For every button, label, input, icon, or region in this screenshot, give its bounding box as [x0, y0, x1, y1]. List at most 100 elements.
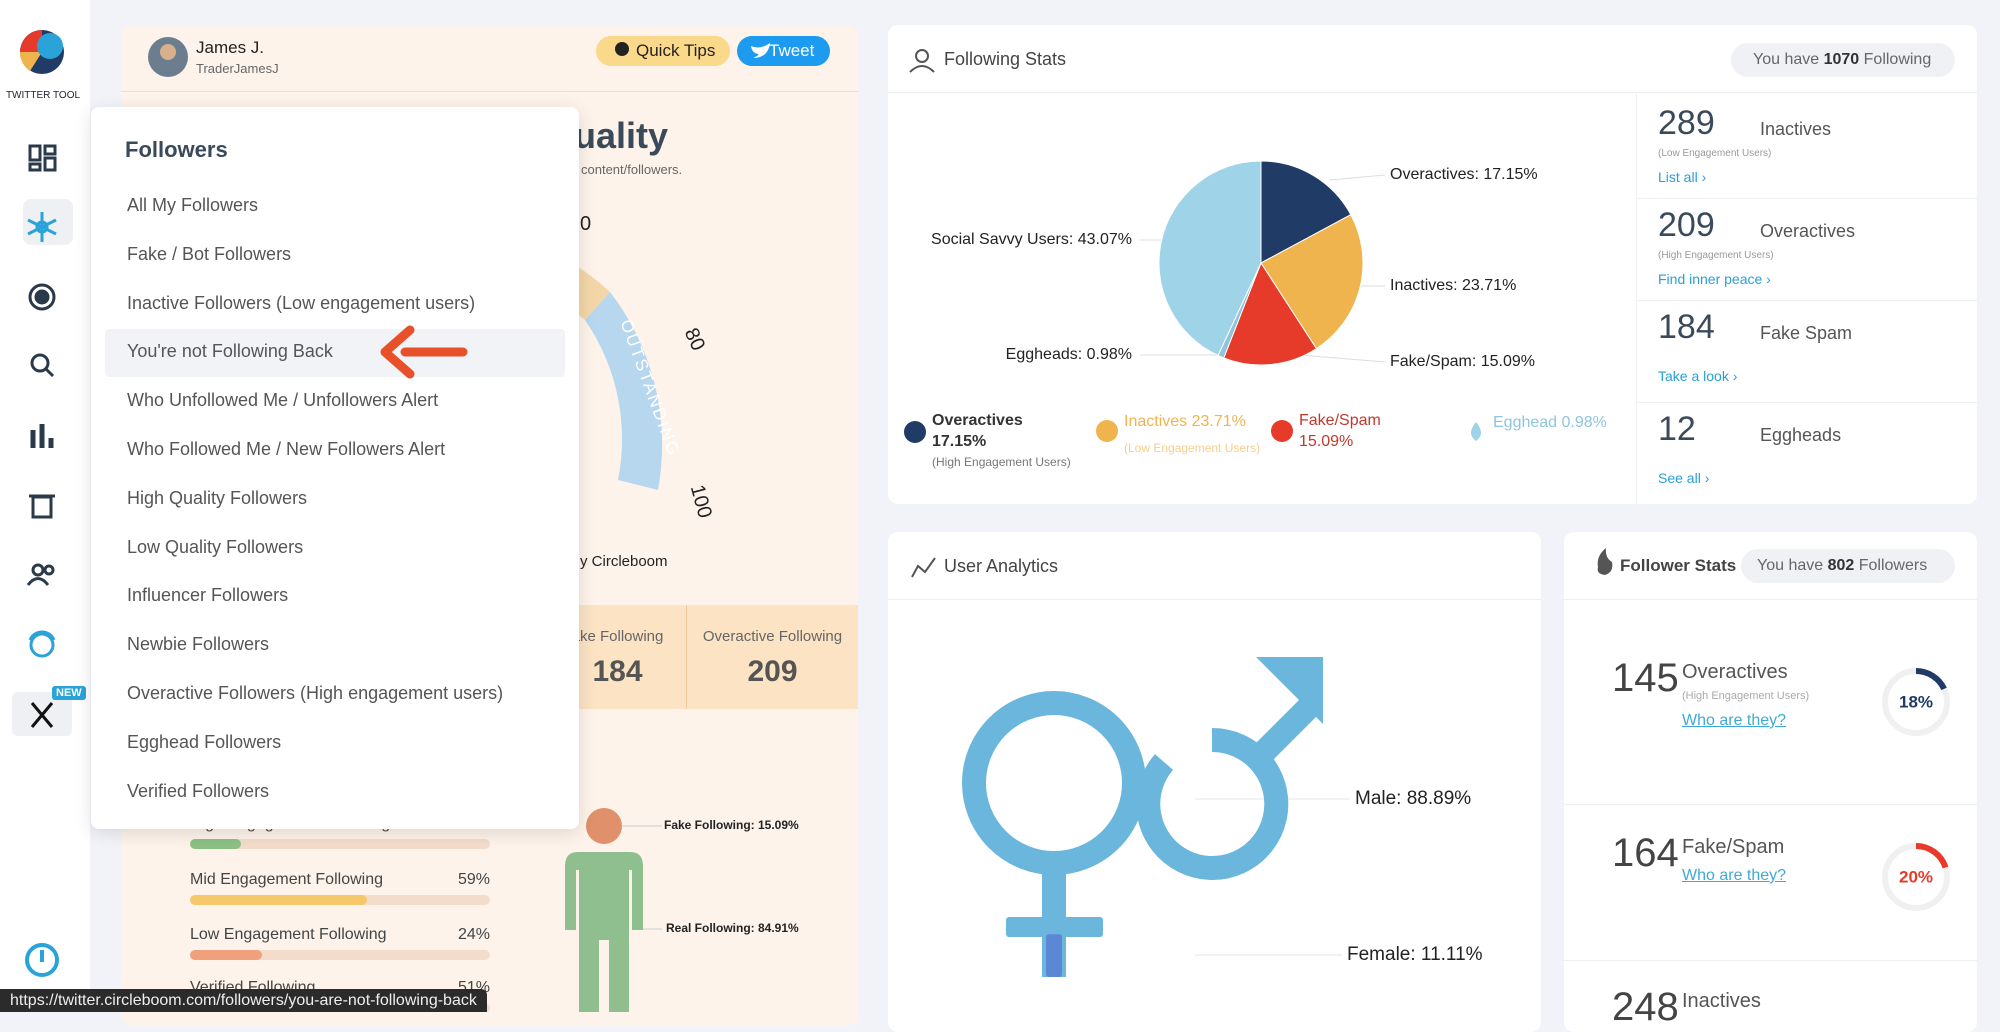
card-note: (High Engagement Users): [1658, 250, 1774, 261]
pie-slice: [1260, 214, 1364, 350]
bar-value: 24%: [458, 926, 490, 943]
legend-name: Egghead 0.98%: [1493, 414, 1607, 431]
nav-icon[interactable]: [28, 283, 56, 311]
divider: [1637, 300, 1977, 301]
card-name: Overactives: [1682, 661, 1788, 683]
nav-icon[interactable]: [26, 577, 50, 586]
card-value: 12: [1658, 410, 1696, 448]
logout-icon[interactable]: [25, 943, 59, 977]
nav-icon[interactable]: [27, 212, 57, 242]
legend-icon: [1471, 422, 1481, 441]
nav-icon[interactable]: [43, 156, 57, 172]
bar-value: 59%: [458, 871, 490, 888]
dropdown-item[interactable]: Verified Followers: [127, 780, 270, 801]
pie-slice: [1260, 160, 1352, 264]
bar: [190, 950, 262, 960]
follower-stats-panel: [1564, 532, 1977, 1032]
gauge-band: [585, 292, 663, 490]
dropdown-item[interactable]: Influencer Followers: [127, 585, 289, 606]
panel-title: User Analytics: [944, 556, 1059, 576]
dropdown-item[interactable]: All My Followers: [127, 195, 259, 215]
quick-tips-label[interactable]: Quick Tips: [636, 41, 716, 60]
bar-label: Mid Engagement Following: [190, 871, 383, 888]
nav-icon[interactable]: [30, 702, 54, 728]
stat-value: 184: [592, 655, 643, 688]
gender-label: Female: 11.11%: [1347, 944, 1483, 965]
status-url: https://twitter.circleboom.com/followers…: [0, 989, 487, 1012]
nav-icon[interactable]: [28, 144, 42, 162]
card-link[interactable]: Who are they?: [1682, 712, 1787, 729]
divider: [1564, 599, 1977, 600]
figure-head: [586, 808, 622, 844]
bar-label: Low Engagement Following: [190, 926, 387, 943]
dropdown-item[interactable]: Newbie Followers: [127, 634, 270, 655]
dropdown-item[interactable]: Overactive Followers (High engagement us…: [127, 683, 504, 703]
nav-icon[interactable]: [28, 162, 42, 172]
card-link[interactable]: List all ›: [1658, 169, 1707, 185]
nav-icon[interactable]: [43, 144, 57, 156]
dropdown-item[interactable]: Who Unfollowed Me / Unfollowers Alert: [127, 390, 439, 411]
nav-icon[interactable]: [31, 563, 45, 577]
dropdown-item[interactable]: Who Followed Me / New Followers Alert: [127, 439, 446, 459]
card-value: 248: [1612, 985, 1679, 1029]
panel-icon: [909, 49, 935, 73]
ring-progress: [1882, 668, 1950, 736]
dropdown-item[interactable]: Low Quality Followers: [127, 536, 304, 557]
divider: [1637, 402, 1977, 403]
card-value: 184: [1658, 308, 1715, 346]
following-stats-panel: [888, 25, 1977, 504]
stat-label: Overactive Following: [702, 628, 843, 645]
gender-label: Male: 88.89%: [1355, 788, 1471, 809]
summary-text: Following: [1863, 51, 1932, 68]
divider: [121, 91, 858, 92]
divider: [686, 605, 687, 709]
logo: [37, 33, 63, 59]
divider: [1564, 804, 1977, 805]
dropdown-item[interactable]: High Quality Followers: [127, 487, 308, 508]
summary-count: 802: [1827, 557, 1855, 574]
dropdown-item[interactable]: Fake / Bot Followers: [127, 243, 292, 264]
figure-body: [565, 852, 643, 1012]
card-name: Fake/Spam: [1682, 836, 1785, 858]
dropdown-item[interactable]: Inactive Followers (Low engagement users…: [127, 292, 476, 313]
card-value: 164: [1612, 831, 1679, 875]
card-name: Fake Spam: [1760, 323, 1853, 343]
tips-icon: [615, 42, 629, 56]
male-arrowhead: [1256, 657, 1323, 724]
avatar: [160, 44, 176, 60]
ring-progress: [1882, 843, 1950, 911]
legend-name: Overactives: [932, 412, 1023, 429]
card-name: Overactives: [1760, 221, 1856, 241]
gauge-credit: y Circleboom: [580, 553, 668, 570]
dropdown-item[interactable]: Egghead Followers: [127, 731, 282, 752]
divider: [1636, 93, 1637, 504]
card-link[interactable]: Take a look ›: [1658, 368, 1738, 384]
pie-slice: [1223, 261, 1318, 366]
nav-icon[interactable]: [44, 367, 55, 378]
dropdown-title: Followers: [125, 137, 228, 162]
stat-label: ake Following: [571, 628, 664, 645]
male-symbol: [1136, 694, 1322, 880]
nav-icon[interactable]: [31, 495, 53, 519]
nav-icon[interactable]: [28, 630, 56, 658]
card-link[interactable]: Find inner peace ›: [1658, 271, 1771, 287]
nav-icon[interactable]: [34, 289, 50, 305]
tweet-button[interactable]: [737, 36, 830, 66]
female-share: [1046, 934, 1062, 977]
nav-icons: [25, 144, 59, 977]
card-link[interactable]: Who are they?: [1682, 867, 1787, 884]
female-symbol: [962, 691, 1146, 875]
bar: [190, 839, 241, 849]
logo: [20, 30, 42, 52]
tweet-label[interactable]: Tweet: [769, 41, 815, 60]
divider: [888, 599, 1541, 600]
nav-icon[interactable]: [43, 564, 55, 576]
card-name: Inactives: [1682, 990, 1761, 1012]
legend-icon: [1271, 420, 1293, 442]
card-name: Inactives: [1760, 119, 1832, 139]
card-link[interactable]: See all ›: [1658, 470, 1710, 486]
twitter-icon: [751, 43, 770, 58]
dropdown-item[interactable]: You're not Following Back: [127, 341, 333, 362]
nav-icon[interactable]: [30, 353, 50, 373]
stats-row: [549, 605, 858, 709]
